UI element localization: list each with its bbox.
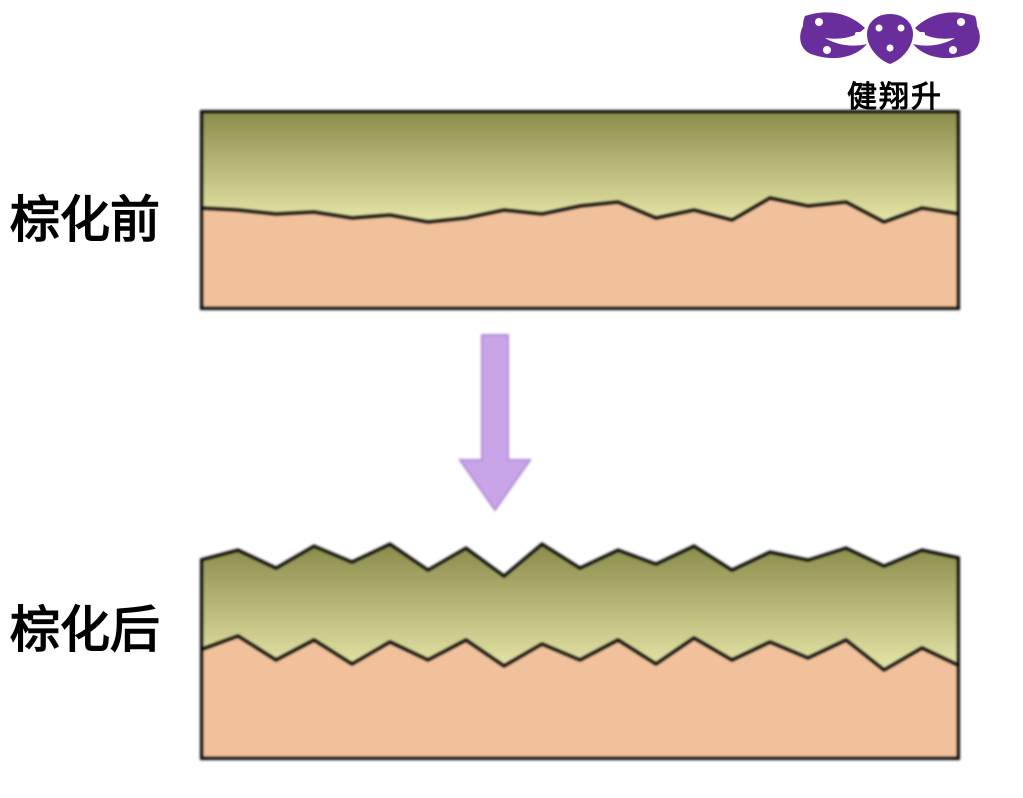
panel-after bbox=[200, 540, 960, 760]
